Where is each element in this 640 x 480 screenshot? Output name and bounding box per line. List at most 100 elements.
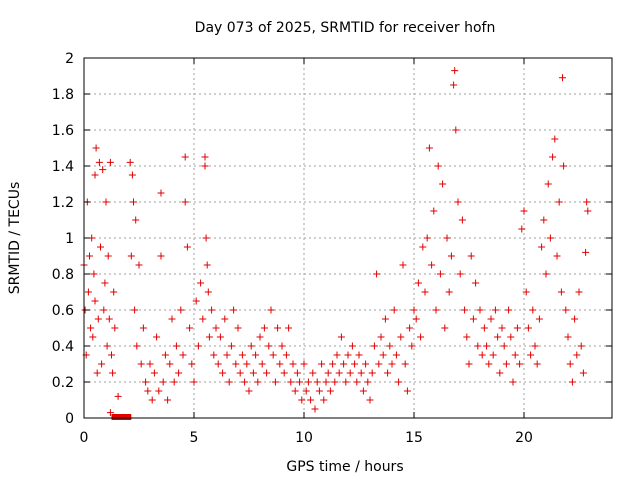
- data-point: [234, 324, 242, 332]
- data-point: [155, 387, 163, 395]
- data-point: [232, 360, 240, 368]
- data-point: [397, 333, 405, 341]
- data-point: [271, 378, 279, 386]
- data-point: [535, 315, 543, 323]
- data-point: [133, 342, 141, 350]
- data-point: [384, 369, 392, 377]
- data-point: [522, 288, 530, 296]
- data-point: [103, 342, 111, 350]
- data-point: [278, 342, 286, 350]
- data-point: [89, 333, 97, 341]
- x-axis-label: GPS time / hours: [286, 459, 403, 475]
- y-tick-label: 0.4: [52, 339, 74, 355]
- data-point: [256, 333, 264, 341]
- data-point: [434, 162, 442, 170]
- data-point: [241, 378, 249, 386]
- data-point: [157, 252, 165, 260]
- data-point: [458, 216, 466, 224]
- data-point: [111, 324, 119, 332]
- data-point: [252, 351, 260, 359]
- data-point: [208, 306, 216, 314]
- chart-title: Day 073 of 2025, SRMTID for receiver hof…: [195, 20, 496, 36]
- data-point: [304, 378, 312, 386]
- data-point: [86, 252, 93, 260]
- data-point: [318, 360, 326, 368]
- data-point: [443, 234, 451, 242]
- data-point: [562, 306, 570, 314]
- data-point: [236, 369, 244, 377]
- data-point: [451, 67, 459, 75]
- data-point: [403, 387, 411, 395]
- data-point: [472, 279, 480, 287]
- x-tick-label: 20: [515, 430, 533, 446]
- data-point: [298, 396, 306, 404]
- data-point: [417, 333, 425, 341]
- x-tick-label: 15: [405, 430, 423, 446]
- data-point: [146, 360, 154, 368]
- data-point: [203, 261, 211, 269]
- data-point: [219, 369, 227, 377]
- data-point: [337, 333, 345, 341]
- data-point: [104, 252, 112, 260]
- data-point: [412, 315, 420, 323]
- data-point: [531, 342, 539, 350]
- data-point: [410, 306, 418, 314]
- data-point: [214, 360, 222, 368]
- data-point: [188, 360, 196, 368]
- data-point: [496, 369, 504, 377]
- data-point: [513, 324, 521, 332]
- data-point: [276, 360, 284, 368]
- data-point: [282, 351, 290, 359]
- data-point: [126, 158, 134, 166]
- data-point: [315, 387, 323, 395]
- data-point: [461, 306, 469, 314]
- data-point: [414, 279, 422, 287]
- data-point: [392, 351, 400, 359]
- data-point: [428, 261, 436, 269]
- data-point: [480, 324, 488, 332]
- data-point: [320, 396, 328, 404]
- y-tick-label: 1.4: [52, 159, 74, 175]
- data-point: [322, 378, 330, 386]
- data-point: [474, 342, 482, 350]
- data-point: [148, 396, 156, 404]
- data-point: [450, 81, 458, 89]
- data-point: [469, 315, 477, 323]
- data-point: [368, 369, 376, 377]
- data-point: [274, 324, 282, 332]
- data-point: [575, 288, 583, 296]
- data-point: [529, 306, 537, 314]
- data-point: [346, 369, 354, 377]
- data-point: [201, 162, 209, 170]
- data-point: [551, 135, 559, 143]
- data-point: [172, 342, 180, 350]
- data-point: [94, 315, 102, 323]
- data-point: [583, 198, 591, 206]
- data-point: [307, 396, 315, 404]
- data-point: [175, 369, 183, 377]
- data-point: [267, 306, 275, 314]
- data-point: [538, 243, 546, 251]
- data-point: [132, 216, 140, 224]
- data-point: [324, 369, 332, 377]
- data-point: [183, 243, 191, 251]
- data-point: [359, 387, 367, 395]
- data-point: [430, 207, 438, 215]
- axis-ticks: 00.20.40.60.811.21.41.61.820 5 10 15 20: [52, 51, 612, 446]
- data-point: [454, 198, 462, 206]
- data-point: [557, 288, 565, 296]
- data-point: [93, 369, 101, 377]
- data-point: [419, 243, 427, 251]
- data-point: [106, 158, 114, 166]
- data-point: [555, 198, 563, 206]
- data-point: [258, 360, 266, 368]
- data-point: [395, 378, 403, 386]
- data-point: [100, 306, 108, 314]
- data-point: [399, 261, 407, 269]
- data-point: [447, 252, 455, 260]
- data-point: [105, 315, 113, 323]
- data-point: [491, 306, 499, 314]
- data-point: [249, 369, 257, 377]
- data-point: [84, 288, 92, 296]
- data-point: [225, 378, 233, 386]
